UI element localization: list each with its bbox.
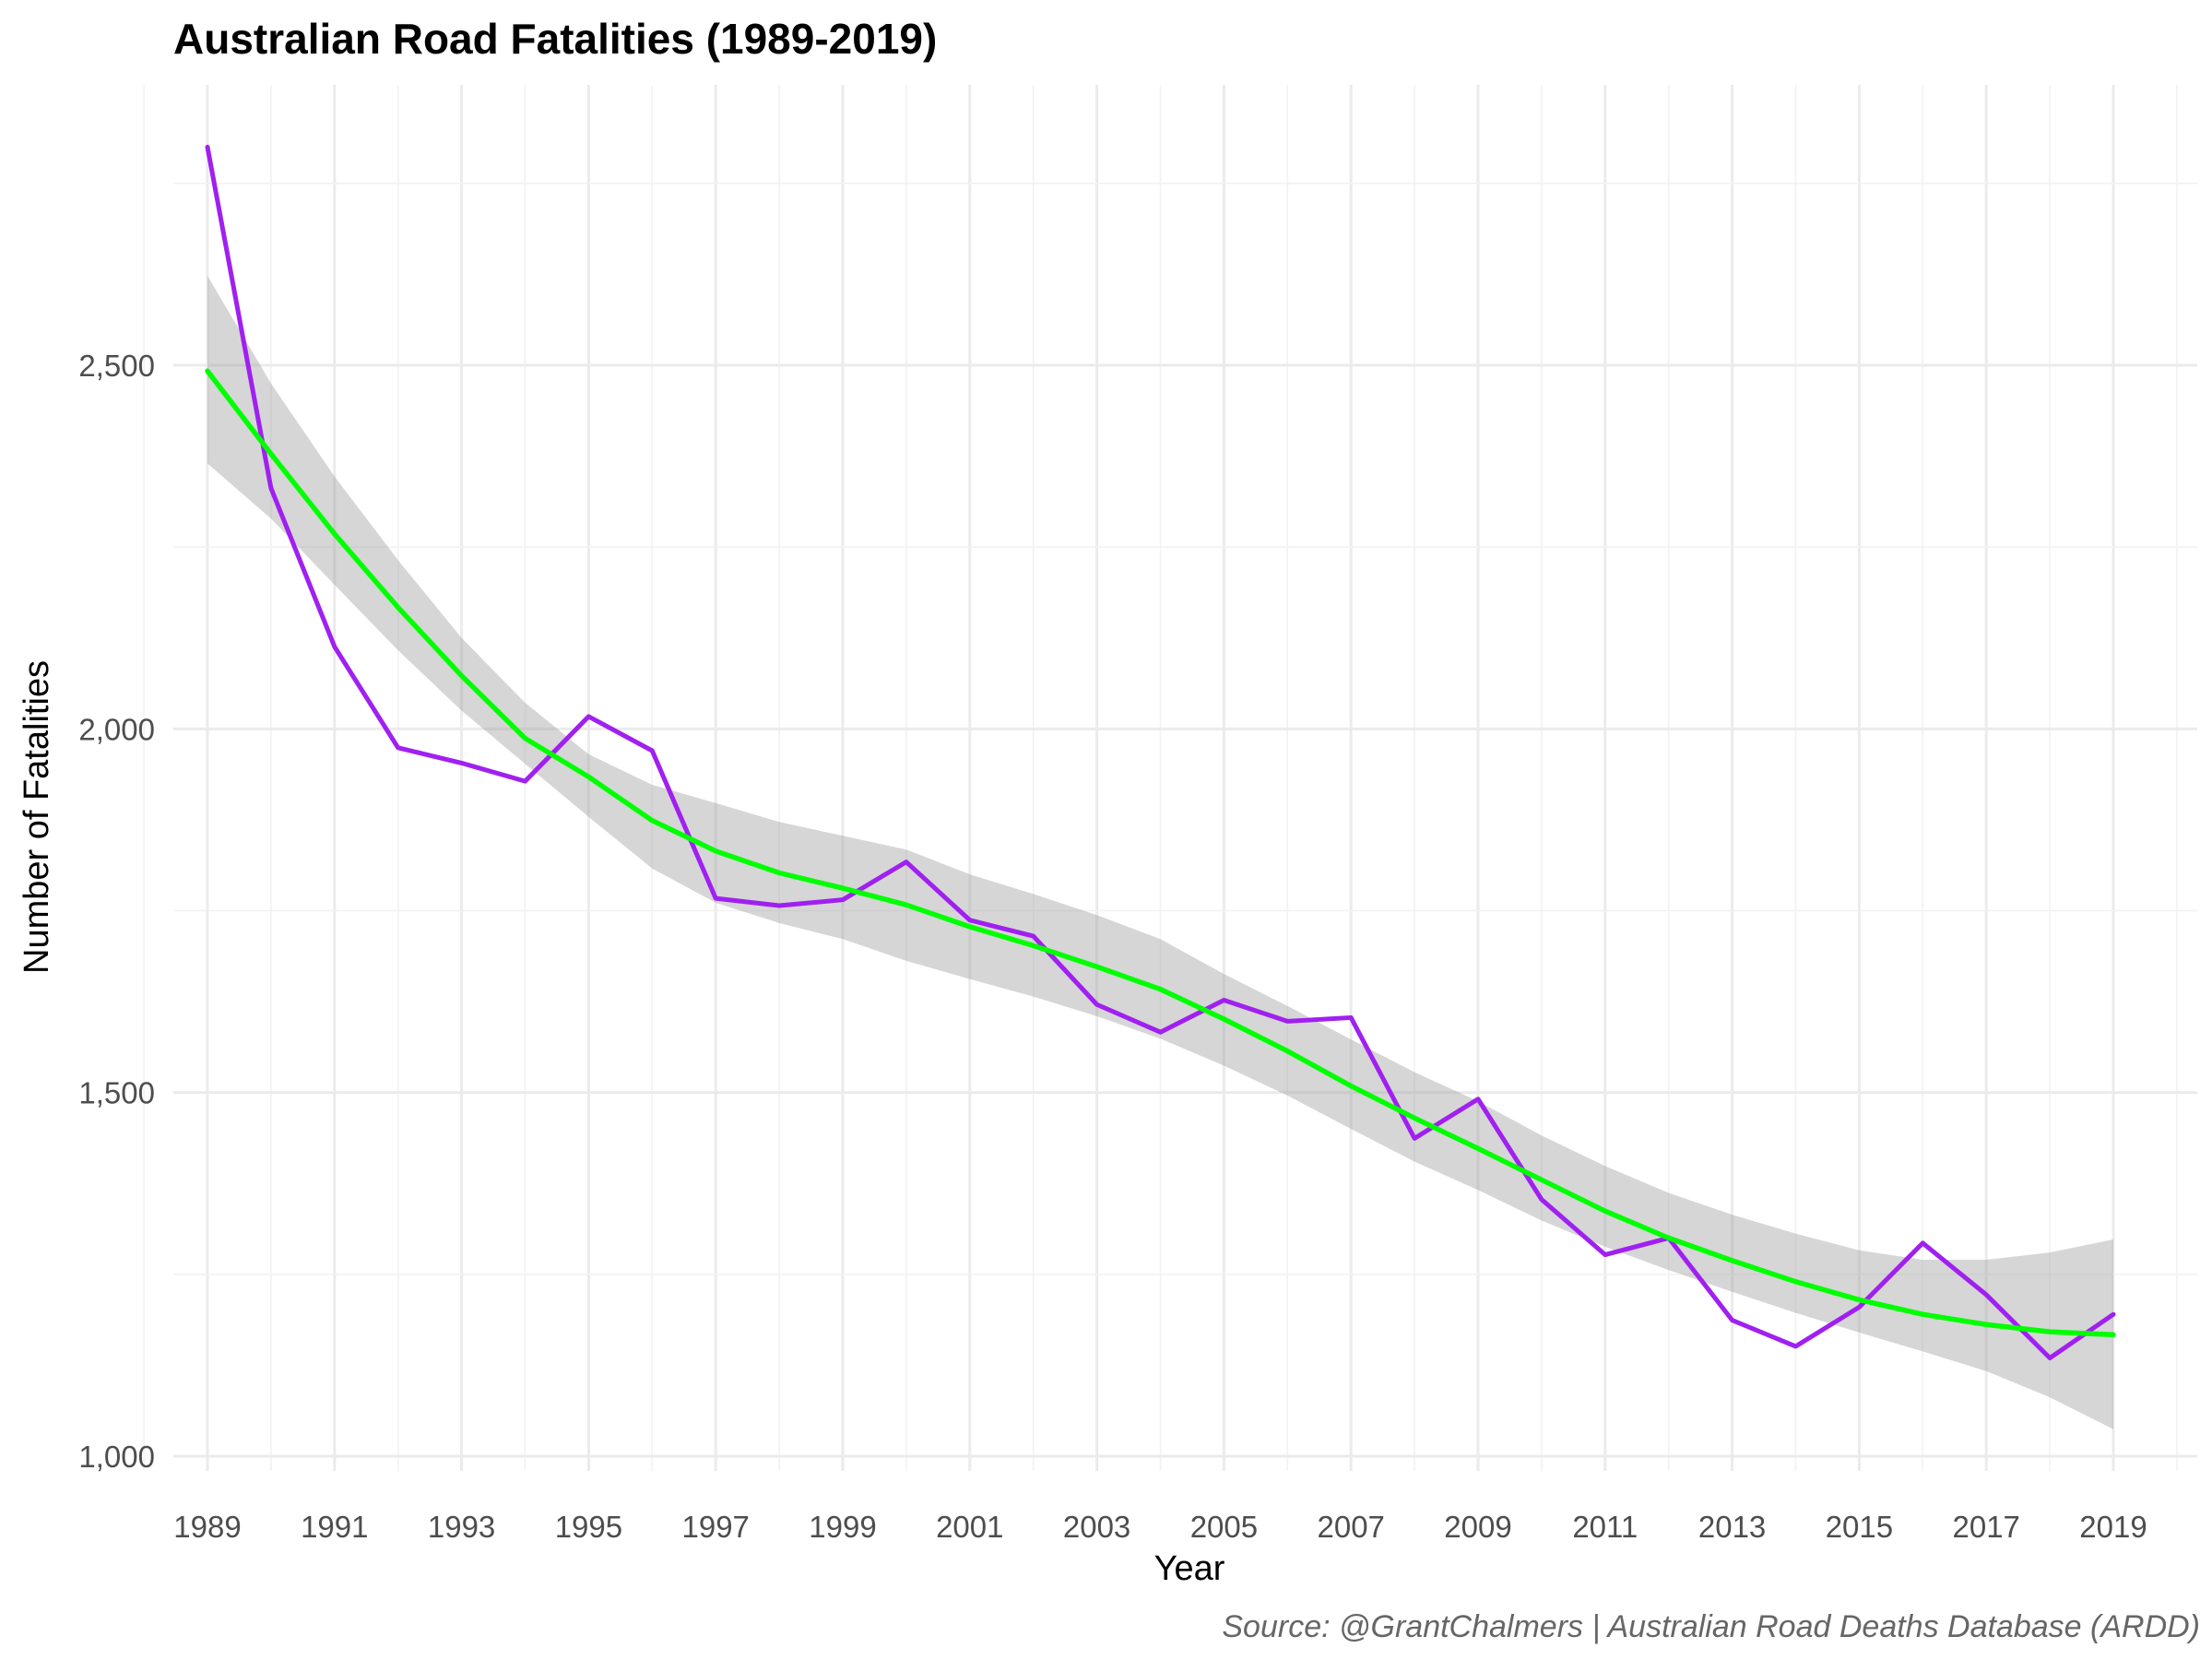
x-tick-label: 1995 [555, 1510, 622, 1544]
x-tick-label: 2019 [2079, 1510, 2147, 1544]
x-tick-label: 2007 [1317, 1510, 1384, 1544]
x-axis-label: Year [1154, 1549, 1225, 1588]
y-tick-label: 2,500 [78, 349, 155, 383]
x-tick-label: 2009 [1444, 1510, 1511, 1544]
data-series [205, 144, 2116, 1361]
grid [143, 85, 2197, 1471]
x-tick-label: 2001 [936, 1510, 1003, 1544]
x-tick-label: 2011 [1572, 1510, 1638, 1544]
series-line [205, 144, 2116, 1361]
trend-line-path [205, 368, 2116, 1338]
y-tick-label: 2,000 [78, 712, 155, 746]
y-axis-label: Number of Fatalities [18, 660, 56, 974]
x-tick-label: 2017 [1952, 1510, 2019, 1544]
x-tick-label: 1993 [428, 1510, 495, 1544]
x-axis-ticks: 1989 1991 1993 1995 1997 1999 2001 2003 2005 2007… [173, 1510, 2147, 1544]
y-axis-ticks: 1,000 1,500 2,000 2,500 [78, 349, 155, 1474]
x-tick-label: 1999 [809, 1510, 876, 1544]
x-tick-label: 1997 [681, 1510, 749, 1544]
y-tick-label: 1,500 [78, 1076, 155, 1110]
trend-line [205, 368, 2116, 1338]
x-tick-label: 1991 [301, 1510, 368, 1544]
x-tick-label: 2013 [1698, 1510, 1766, 1544]
source-caption: Source: @GrantChalmers | Australian Road… [1222, 1609, 2200, 1644]
chart-title: Australian Road Fatalities (1989-2019) [173, 15, 937, 63]
x-tick-label: 1989 [173, 1510, 241, 1544]
x-tick-label: 2015 [1826, 1510, 1893, 1544]
x-tick-label: 2005 [1190, 1510, 1258, 1544]
y-tick-label: 1,000 [78, 1440, 155, 1474]
x-tick-label: 2003 [1063, 1510, 1130, 1544]
